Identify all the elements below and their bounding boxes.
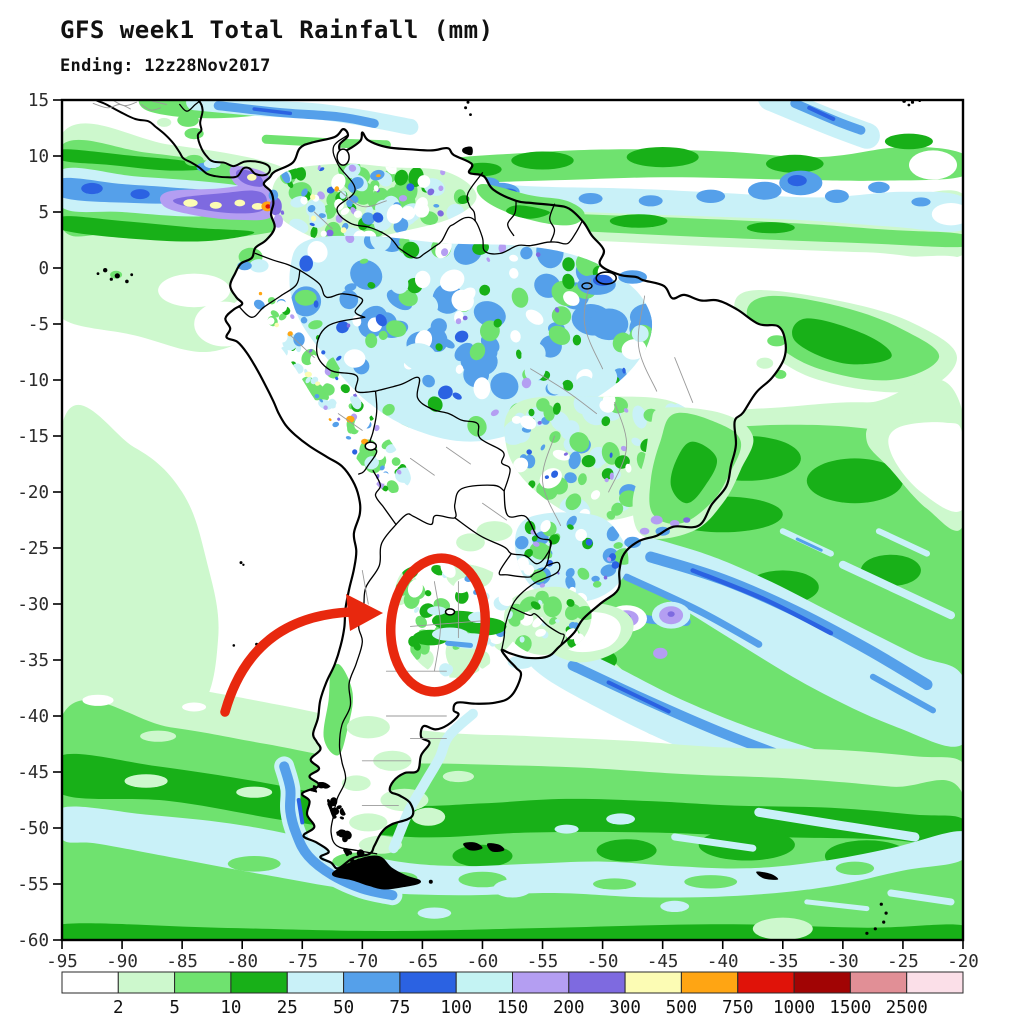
colorbar-label: 1500 bbox=[829, 998, 871, 1018]
y-tick-label: -40 bbox=[17, 707, 49, 727]
colorbar-label: 150 bbox=[497, 998, 529, 1018]
y-tick-label: -45 bbox=[17, 763, 49, 783]
colorbar: 2 5 10 25 50 75 100 150 200 300 500 750 1000 1500 2500 bbox=[61, 971, 964, 1018]
annotation-arrow-shaft bbox=[220, 607, 357, 717]
colorbar-label: 500 bbox=[666, 998, 698, 1018]
colorbar-swatch bbox=[849, 971, 908, 994]
colorbar-label: 75 bbox=[389, 998, 410, 1018]
annotation-ellipse bbox=[385, 553, 491, 697]
x-tick-label: -45 bbox=[647, 952, 679, 972]
colorbar-swatch bbox=[61, 971, 119, 994]
x-tick-label: -55 bbox=[527, 952, 559, 972]
y-tick-label: -20 bbox=[17, 483, 49, 503]
colorbar-swatch bbox=[286, 971, 345, 994]
colorbar-label: 10 bbox=[220, 998, 241, 1018]
x-tick-label: -95 bbox=[46, 952, 78, 972]
chart-title: GFS week1 Total Rainfall (mm) bbox=[60, 16, 494, 44]
x-tick-label: -35 bbox=[767, 952, 799, 972]
colorbar-swatch bbox=[399, 971, 457, 994]
colorbar-swatch bbox=[737, 971, 795, 994]
speckle-region bbox=[290, 235, 653, 439]
colorbar-label: 1000 bbox=[773, 998, 815, 1018]
colorbar-swatch bbox=[343, 971, 401, 994]
colorbar-label: 25 bbox=[277, 998, 298, 1018]
x-tick-label: -30 bbox=[827, 952, 859, 972]
y-tick-label: -55 bbox=[17, 875, 49, 895]
colorbar-label: 300 bbox=[609, 998, 641, 1018]
y-tick-label: 10 bbox=[28, 147, 49, 167]
y-tick-label: -5 bbox=[28, 315, 49, 335]
rainfall-field-layer bbox=[62, 100, 963, 940]
y-tick-label: -30 bbox=[17, 595, 49, 615]
x-tick-label: -90 bbox=[106, 952, 138, 972]
colorbar-swatch bbox=[680, 971, 739, 994]
x-tick-label: -75 bbox=[286, 952, 318, 972]
y-tick-label: -35 bbox=[17, 651, 49, 671]
y-tick-label: 5 bbox=[38, 203, 49, 223]
annotation-layer bbox=[220, 553, 491, 717]
y-tick-label: 0 bbox=[38, 259, 49, 279]
colorbar-swatch bbox=[568, 971, 626, 994]
x-tick-label: -70 bbox=[347, 952, 379, 972]
x-tick-label: -80 bbox=[226, 952, 258, 972]
colorbar-swatch bbox=[624, 971, 682, 994]
map-frame bbox=[60, 98, 965, 942]
x-tick-label: -60 bbox=[467, 952, 499, 972]
colorbar-swatch bbox=[455, 971, 514, 994]
x-tick-label: -65 bbox=[407, 952, 439, 972]
y-tick-label: -15 bbox=[17, 427, 49, 447]
x-tick-label: -40 bbox=[707, 952, 739, 972]
colorbar-label: 50 bbox=[333, 998, 354, 1018]
colorbar-swatch bbox=[230, 971, 288, 994]
colorbar-label: 200 bbox=[553, 998, 585, 1018]
colorbar-swatch bbox=[906, 971, 964, 994]
x-tick-label: -25 bbox=[887, 952, 919, 972]
y-tick-label: -25 bbox=[17, 539, 49, 559]
colorbar-label: 2500 bbox=[886, 998, 928, 1018]
annotation-arrow-head bbox=[346, 594, 383, 631]
colorbar-swatch bbox=[117, 971, 176, 994]
colorbar-label: 5 bbox=[169, 998, 180, 1018]
x-tick-label: -20 bbox=[947, 952, 979, 972]
x-tick-label: -85 bbox=[166, 952, 198, 972]
colorbar-label: 2 bbox=[113, 998, 124, 1018]
colorbar-label: 750 bbox=[722, 998, 754, 1018]
y-tick-label: -10 bbox=[17, 371, 49, 391]
colorbar-swatch bbox=[174, 971, 232, 994]
axes-layer: 15 10 5 0 -5 -10 -15 -20 -25 -30 -35 -40 -45 -50 -55 -6… bbox=[17, 91, 978, 972]
colorbar-swatch bbox=[512, 971, 570, 994]
y-tick-label: -60 bbox=[17, 931, 49, 951]
y-tick-label: -50 bbox=[17, 819, 49, 839]
colorbar-label: 100 bbox=[440, 998, 472, 1018]
y-tick-label: 15 bbox=[28, 91, 49, 111]
geography-layer bbox=[92, 100, 922, 935]
colorbar-swatch bbox=[793, 971, 851, 994]
x-tick-label: -50 bbox=[587, 952, 619, 972]
chart-subtitle: Ending: 12z28Nov2017 bbox=[60, 56, 271, 76]
